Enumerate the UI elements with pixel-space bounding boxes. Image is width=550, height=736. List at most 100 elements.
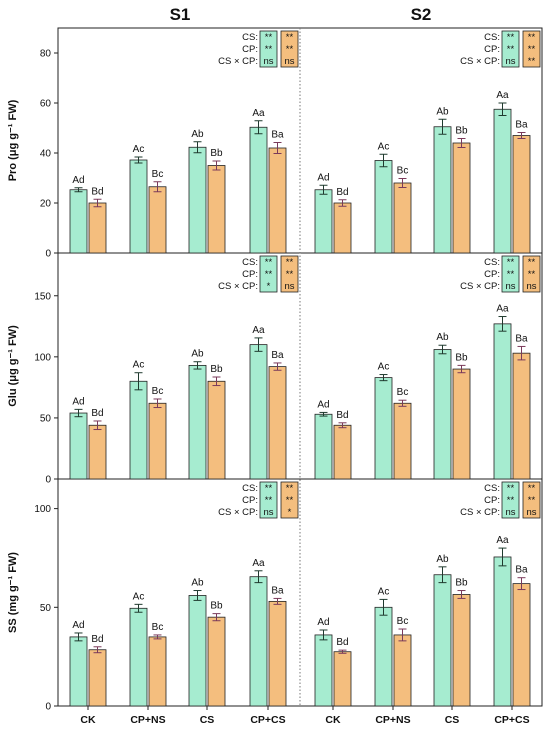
- sig-value: **: [507, 257, 515, 268]
- sig-box-orange: [522, 30, 541, 68]
- significance-letter: Ab: [436, 554, 449, 565]
- bar: [393, 402, 412, 480]
- significance-letter: Aa: [496, 535, 509, 546]
- significance-letter: Bc: [152, 386, 164, 397]
- sig-value: **: [286, 495, 294, 506]
- y-tick-label: 100: [34, 504, 51, 515]
- significance-letter: Ab: [191, 349, 204, 360]
- significance-letter: Ba: [271, 350, 284, 361]
- bar: [207, 380, 226, 480]
- significance-letter: Bc: [397, 387, 409, 398]
- y-tick-label: 100: [34, 352, 51, 363]
- y-axis-label: Pro (μg g⁻¹ FW): [7, 99, 19, 181]
- sig-value: **: [528, 483, 536, 494]
- bar: [512, 583, 531, 707]
- significance-letter: Aa: [496, 90, 509, 101]
- sig-row-label: CS × CP:: [460, 56, 500, 67]
- significance-letter: Aa: [252, 108, 265, 119]
- sig-row-label: CS × CP:: [460, 281, 500, 292]
- significance-letter: Ba: [515, 565, 528, 576]
- bar: [333, 424, 352, 480]
- bar: [314, 189, 333, 254]
- bar: [268, 600, 287, 707]
- sig-value: ns: [526, 507, 536, 518]
- significance-letter: Bc: [397, 616, 409, 627]
- bar: [88, 202, 107, 254]
- sig-value: **: [528, 56, 536, 67]
- y-tick-label: 0: [45, 702, 51, 713]
- sig-box-green: [501, 481, 520, 519]
- bar: [207, 165, 226, 254]
- sig-value: *: [288, 507, 292, 518]
- significance-letter: Ab: [191, 129, 204, 140]
- sig-row-label: CS × CP:: [218, 281, 258, 292]
- bar: [249, 344, 268, 480]
- bar: [188, 146, 207, 254]
- sig-box-green: [501, 30, 520, 68]
- significance-letter: Ba: [515, 333, 528, 344]
- bar: [333, 651, 352, 707]
- significance-letter: Aa: [252, 325, 265, 336]
- x-tick-label: CS: [445, 714, 460, 726]
- bar: [249, 576, 268, 707]
- sig-row-label: CS × CP:: [218, 56, 258, 67]
- bar: [333, 202, 352, 254]
- bar: [268, 366, 287, 480]
- sig-row-label: CS × CP:: [460, 507, 500, 518]
- y-tick-label: 40: [40, 149, 52, 160]
- significance-letter: Bc: [397, 166, 409, 177]
- significance-letter: Ac: [378, 141, 390, 152]
- x-tick-label: CP+NS: [130, 714, 165, 726]
- sig-value: **: [265, 483, 273, 494]
- bar: [314, 634, 333, 707]
- bar: [148, 636, 167, 707]
- sig-row-label: CS × CP:: [218, 507, 258, 518]
- sig-value: ns: [505, 281, 515, 292]
- bar: [512, 135, 531, 254]
- significance-letter: Bc: [152, 169, 164, 180]
- bar: [69, 189, 88, 254]
- y-tick-label: 60: [40, 99, 52, 110]
- significance-letter: Ab: [436, 106, 449, 117]
- sig-value: **: [265, 44, 273, 55]
- sig-value: **: [507, 32, 515, 43]
- x-tick-label: CS: [200, 714, 215, 726]
- significance-letter: Ba: [271, 130, 284, 141]
- x-tick-label: CP+CS: [494, 714, 529, 726]
- y-tick-label: 80: [40, 49, 52, 60]
- sig-box-orange: [280, 255, 299, 293]
- sig-value: **: [507, 269, 515, 280]
- panel-title-s1: S1: [170, 5, 191, 24]
- bar: [129, 380, 148, 480]
- sig-value: ns: [505, 507, 515, 518]
- significance-letter: Bb: [210, 364, 223, 375]
- significance-letter: Ad: [317, 617, 329, 628]
- significance-letter: Aa: [252, 558, 265, 569]
- y-tick-label: 0: [45, 249, 51, 260]
- sig-value: **: [528, 44, 536, 55]
- panel-title-s2: S2: [411, 5, 432, 24]
- sig-row-label: CP:: [484, 44, 500, 55]
- bar: [129, 159, 148, 254]
- sig-row-label: CS:: [484, 257, 500, 268]
- sig-value: **: [286, 483, 294, 494]
- bar: [314, 413, 333, 480]
- significance-letter: Ac: [133, 360, 145, 371]
- sig-value: *: [267, 281, 271, 292]
- sig-row-label: CP:: [242, 44, 258, 55]
- y-tick-label: 50: [40, 413, 52, 424]
- y-tick-label: 20: [40, 199, 52, 210]
- bar: [148, 186, 167, 254]
- sig-row-label: CP:: [484, 269, 500, 280]
- bar: [69, 636, 88, 707]
- bar: [374, 606, 393, 707]
- sig-box-green: [259, 30, 278, 68]
- significance-letter: Bd: [336, 187, 348, 198]
- significance-letter: Bd: [91, 634, 103, 645]
- significance-letter: Ac: [133, 591, 145, 602]
- sig-value: **: [507, 483, 515, 494]
- bar: [148, 402, 167, 480]
- significance-letter: Bb: [210, 601, 223, 612]
